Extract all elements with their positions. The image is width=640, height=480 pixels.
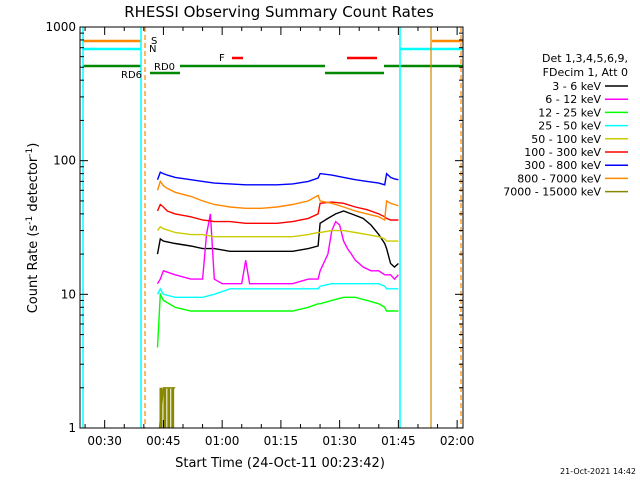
annotation-rd6: RD6 (121, 70, 142, 81)
x-axis-label: Start Time (24-Oct-11 00:23:42) (175, 456, 385, 471)
series-line-3 (156, 283, 399, 298)
series-line-4 (156, 225, 399, 242)
legend-label-4: 50 - 100 keV (531, 133, 601, 146)
x-tick-label: 01:30 (322, 434, 357, 448)
x-tick-label: 01:45 (381, 434, 416, 448)
y-axis-label-sup1: -1 (25, 216, 35, 225)
annotation-f: F (219, 53, 225, 64)
series-group (156, 171, 399, 429)
legend-label-7: 800 - 7000 keV (517, 172, 601, 185)
series-line-7 (156, 179, 399, 222)
legend: Det 1,3,4,5,6,9, FDecim 1, Att 0 3 - 6 k… (503, 52, 628, 199)
series-bar-7000-15000 (163, 387, 167, 428)
x-tick-label: 02:00 (440, 434, 475, 448)
series-line-0 (156, 210, 399, 268)
annotation-s: S (151, 36, 157, 47)
y-axis-label-sup2: -1 (25, 148, 35, 157)
series-bar-7000-15000 (171, 387, 175, 428)
legend-label-0: 3 - 6 keV (552, 80, 601, 93)
y-tick-label: 100 (53, 154, 76, 168)
y-axis-label: Count Rate (s-1 detector-1) (25, 143, 41, 314)
legend-label-6: 300 - 800 keV (524, 159, 601, 172)
y-tick-label: 10 (61, 287, 76, 301)
observing-overlays: SN F RD0 RD6 (82, 27, 463, 428)
plot-frame (79, 26, 464, 429)
legend-label-5: 100 - 300 keV (524, 146, 601, 159)
legend-header-line1: Det 1,3,4,5,6,9, (542, 52, 628, 65)
series-bar-7000-15000 (159, 387, 163, 428)
chart-title: RHESSI Observing Summary Count Rates (124, 3, 434, 21)
legend-header-line2: FDecim 1, Att 0 (543, 66, 628, 79)
x-tick-label: 01:00 (205, 434, 240, 448)
y-axis-label-end: ) (26, 143, 41, 148)
y-tick-label: 1000 (45, 20, 76, 34)
y-tick-label: 1 (68, 421, 76, 435)
legend-label-3: 25 - 50 keV (538, 120, 601, 133)
series-line-5 (156, 201, 399, 225)
legend-label-2: 12 - 25 keV (538, 106, 601, 119)
series-line-2 (156, 291, 399, 348)
y-axis: 1 10 100 1000 (45, 20, 463, 435)
x-tick-label: 01:15 (264, 434, 299, 448)
series-bar-7000-15000 (167, 387, 171, 428)
annotation-rd0: RD0 (154, 62, 175, 73)
footer-timestamp: 21-Oct-2021 14:42 (560, 467, 636, 476)
legend-label-8: 7000 - 15000 keV (503, 186, 601, 199)
x-tick-label: 00:45 (146, 434, 181, 448)
y-axis-label-main: Count Rate (s (26, 225, 41, 314)
annotation-n: N (149, 44, 156, 55)
x-tick-label: 00:30 (87, 434, 122, 448)
legend-label-1: 6 - 12 keV (545, 93, 601, 106)
series-line-6 (156, 171, 399, 186)
y-axis-label-mid: detector (26, 156, 41, 216)
series-line-1 (156, 213, 399, 285)
x-axis: 00:30 00:45 01:00 01:15 01:30 01:45 02:00 (84, 27, 475, 448)
